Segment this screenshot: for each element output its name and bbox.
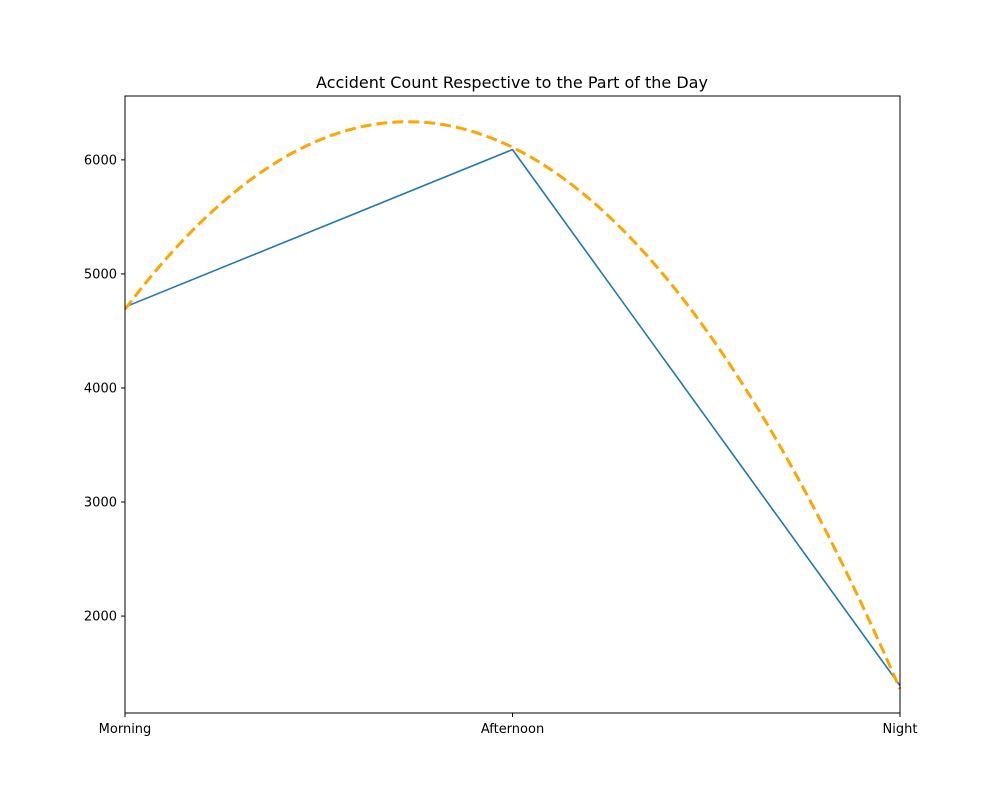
series-line-2 [123, 120, 902, 690]
y-tick-label-6000: 6000 [84, 153, 117, 168]
chart-title: Accident Count Respective to the Part of… [316, 73, 708, 92]
y-tick-label-3000: 3000 [84, 496, 117, 511]
x-tick-label-morning: Morning [99, 722, 152, 737]
series-line-1 [124, 148, 901, 687]
y-tick-label-5000: 5000 [84, 267, 117, 282]
plot-area [123, 120, 902, 690]
x-tick-label-afternoon: Afternoon [481, 722, 544, 737]
y-tick-label-4000: 4000 [84, 381, 117, 396]
axes: 2000 3000 4000 5000 6000 Morning Afternoon Nigh… [84, 95, 918, 737]
x-tick-label-night: Night [883, 722, 918, 737]
y-tick-label-2000: 2000 [84, 610, 117, 625]
